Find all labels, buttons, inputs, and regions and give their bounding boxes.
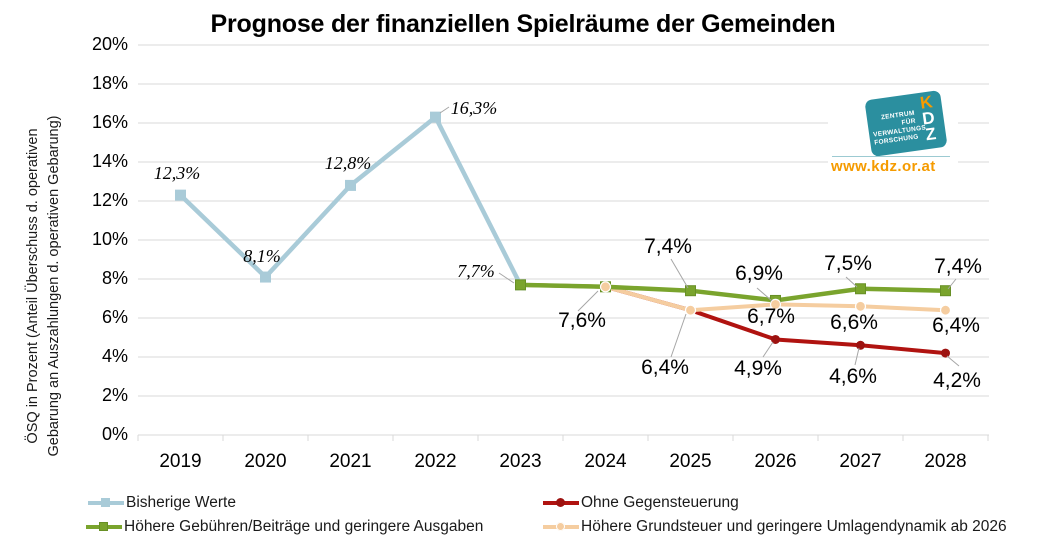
data-label: 6,9% <box>735 262 783 285</box>
series-marker <box>856 340 865 350</box>
series-marker <box>430 111 441 123</box>
leader-line <box>854 347 860 366</box>
data-label: 6,4% <box>641 356 689 379</box>
legend-marker-circle-tan <box>543 520 579 533</box>
kdz-logo-org-text: ZENTRUM FÜR VERWALTUNGS FORSCHUNG <box>871 110 927 148</box>
data-label: 6,4% <box>932 314 980 337</box>
legend-label: Höhere Grundsteuer und geringere Umlagen… <box>581 518 1007 535</box>
data-label: 7,4% <box>644 235 692 258</box>
series-marker <box>855 283 866 295</box>
chart-title: Prognose der finanziellen Spielräume der… <box>210 10 836 38</box>
series-line <box>518 282 948 303</box>
leader-line <box>670 313 687 358</box>
y-tick-label: 6% <box>101 307 128 327</box>
series-marker <box>771 334 780 344</box>
y-tick-label: 8% <box>101 268 128 288</box>
data-label: 6,7% <box>747 305 795 328</box>
leader-line <box>756 287 773 302</box>
data-label: 6,6% <box>830 311 878 334</box>
legend-label: Ohne Gegensteuerung <box>581 494 739 511</box>
leader-line <box>439 106 450 114</box>
data-label: 4,6% <box>829 365 877 388</box>
y-tick-label: 20% <box>91 34 128 54</box>
data-label: 8,1% <box>243 246 281 266</box>
data-label: 7,4% <box>934 255 982 278</box>
leader-line <box>498 272 515 284</box>
legend-label: Bisherige Werte <box>126 494 236 511</box>
x-tick-label: 2028 <box>924 451 967 472</box>
y-tick-label: 14% <box>91 151 128 171</box>
data-label: 7,7% <box>457 261 495 281</box>
legend-marker-shape <box>99 522 108 531</box>
series-marker <box>769 298 782 310</box>
x-tick-label: 2019 <box>159 451 202 472</box>
y-tick-label: 18% <box>91 73 128 93</box>
y-axis-title-line1: ÖSQ in Prozent (Anteil Überschuss d. ope… <box>25 128 41 444</box>
series-marker <box>175 189 186 201</box>
series-marker <box>940 285 951 297</box>
data-label: 4,2% <box>933 369 981 392</box>
legend-marker-shape <box>556 498 565 507</box>
y-tick-label: 16% <box>91 112 128 132</box>
series-marker <box>599 281 612 293</box>
y-axis-title-line2: Gebarung an Auszahlungen d. operativen G… <box>46 115 62 457</box>
legend-marker-square-blue <box>88 496 124 509</box>
series-marker <box>260 271 271 283</box>
y-tick-label: 4% <box>101 346 128 366</box>
legend-marker-circle-red <box>543 496 579 509</box>
leader-line <box>762 341 774 358</box>
leader-line <box>947 278 957 290</box>
kdz-letters: K D Z <box>915 92 941 144</box>
legend-item-hoehere-grundsteuer: Höhere Grundsteuer und geringere Umlagen… <box>543 518 1007 538</box>
leader-line <box>670 258 689 289</box>
legend-marker-shape <box>556 522 565 531</box>
data-label: 4,9% <box>734 357 782 380</box>
data-label: 16,3% <box>450 98 498 118</box>
series-marker <box>515 279 526 291</box>
series-marker <box>941 348 950 358</box>
x-tick-label: 2026 <box>754 451 797 472</box>
y-tick-label: 0% <box>101 424 128 444</box>
x-tick-label: 2020 <box>244 451 287 472</box>
leader-line <box>845 276 858 288</box>
data-label: 7,5% <box>824 252 872 275</box>
legend-marker-square-green <box>86 520 122 533</box>
series-marker <box>684 304 697 316</box>
legend-item-bisherige-werte: Bisherige Werte <box>88 494 236 514</box>
series-marker <box>685 285 696 297</box>
y-tick-label: 10% <box>91 229 128 249</box>
leader-line <box>577 290 599 312</box>
legend-item-ohne-gegensteuerung: Ohne Gegensteuerung <box>543 494 739 514</box>
data-label: 12,3% <box>153 163 201 183</box>
leader-line <box>946 355 960 367</box>
legend-label: Höhere Gebühren/Beiträge und geringere A… <box>124 518 484 535</box>
legend-marker-shape <box>101 498 110 507</box>
series-marker <box>854 300 867 312</box>
kdz-url-link[interactable]: www.kdz.or.at <box>831 158 936 175</box>
x-tick-label: 2024 <box>584 451 627 472</box>
kdz-logo: ZENTRUM FÜR VERWALTUNGS FORSCHUNG K D Z … <box>828 89 958 176</box>
x-tick-label: 2022 <box>414 451 457 472</box>
x-tick-label: 2023 <box>499 451 542 472</box>
y-axis-title: ÖSQ in Prozent (Anteil Überschuss d. ope… <box>23 51 67 521</box>
series-marker <box>939 304 952 316</box>
x-tick-label: 2021 <box>329 451 372 472</box>
x-tick-label: 2025 <box>669 451 712 472</box>
kdz-logo-box: ZENTRUM FÜR VERWALTUNGS FORSCHUNG K D Z <box>864 89 948 158</box>
y-tick-label: 2% <box>101 385 128 405</box>
data-label: 7,6% <box>558 309 606 332</box>
series-marker <box>345 179 356 191</box>
kdz-logo-rule <box>832 156 950 157</box>
x-tick-label: 2027 <box>839 451 882 472</box>
legend-item-hoehere-gebuehren: Höhere Gebühren/Beiträge und geringere A… <box>86 518 483 538</box>
y-tick-label: 12% <box>91 190 128 210</box>
data-label: 12,8% <box>324 153 372 173</box>
